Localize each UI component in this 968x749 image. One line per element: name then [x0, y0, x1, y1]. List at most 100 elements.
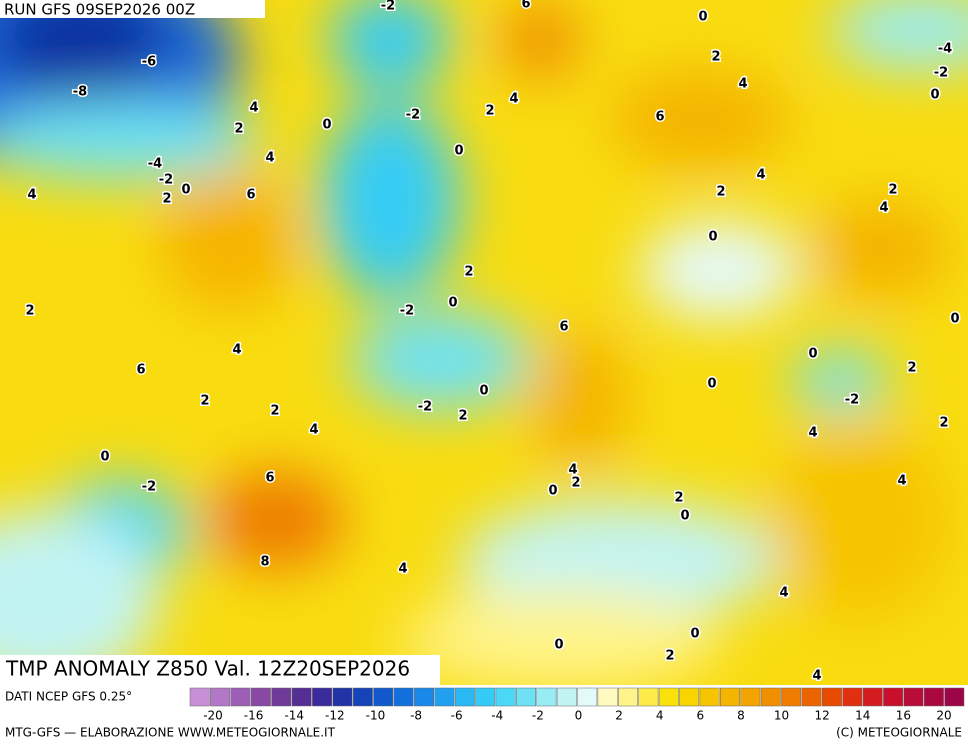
- contour-label: 0: [707, 377, 716, 392]
- colorbar-label: -6: [451, 709, 463, 723]
- colorbar-box: [699, 687, 720, 707]
- colorbar-label: -12: [325, 709, 345, 723]
- colorbar-box: [536, 687, 557, 707]
- colorbar-box: [312, 687, 333, 707]
- colorbar-box: [862, 687, 883, 707]
- colorbar-box: [210, 687, 231, 707]
- contour-label: -2: [142, 480, 156, 495]
- colorbar-label: -20: [203, 709, 223, 723]
- colorbar-box: [475, 687, 496, 707]
- contour-label: 0: [690, 627, 699, 642]
- contour-label: 2: [234, 122, 243, 137]
- colorbar-box: [414, 687, 434, 707]
- colorbar-box: [393, 687, 414, 707]
- colorbar-label: -4: [491, 709, 503, 723]
- contour-label: 2: [939, 416, 948, 431]
- colorbar-box: [597, 687, 618, 707]
- contour-label: -2: [406, 108, 420, 123]
- credit: MTG-GFS — ELABORAZIONE WWW.METEOGIORNALE…: [5, 726, 336, 740]
- contour-label: 2: [716, 185, 725, 200]
- colorbar-box: [903, 687, 924, 707]
- contour-label: 2: [485, 104, 494, 119]
- colorbar-label: 6: [697, 709, 705, 723]
- map-title: TMP ANOMALY Z850 Val. 12Z20SEP2026: [5, 657, 410, 681]
- contour-label: 4: [756, 168, 765, 183]
- contour-label: 0: [322, 118, 331, 133]
- contour-label: 6: [521, 0, 530, 12]
- contour-label: 4: [812, 669, 821, 684]
- contour-label: 0: [454, 144, 463, 159]
- colorbar-box: [495, 687, 516, 707]
- contour-label: -2: [418, 400, 432, 415]
- contour-label: 0: [680, 509, 689, 524]
- colorbar-box: [679, 687, 700, 707]
- colorbar-box: [271, 687, 292, 707]
- colorbar-box: [332, 687, 353, 707]
- colorbar-label: -10: [366, 709, 386, 723]
- colorbar-label: 8: [737, 709, 745, 723]
- contour-label: 6: [246, 188, 255, 203]
- colorbar-label: 10: [774, 709, 789, 723]
- colorbar-label: 12: [815, 709, 830, 723]
- contour-label: 4: [309, 423, 318, 438]
- contour-label: 4: [738, 77, 747, 92]
- colorbar-box: [250, 687, 271, 707]
- contour-label: 0: [930, 88, 939, 103]
- contour-label: 0: [479, 384, 488, 399]
- contour-label: 0: [100, 450, 109, 465]
- contour-label: 4: [897, 474, 906, 489]
- anomaly-field: [0, 0, 968, 685]
- contour-label: -4: [148, 157, 162, 172]
- contour-label: 2: [888, 183, 897, 198]
- contour-label: 2: [270, 404, 279, 419]
- contour-label: 2: [907, 361, 916, 376]
- colorbar-box: [944, 687, 965, 707]
- colorbar-label: 16: [896, 709, 911, 723]
- contour-label: 2: [25, 304, 34, 319]
- contour-label: 2: [464, 265, 473, 280]
- colorbar-box: [923, 687, 944, 707]
- contour-label: 4: [509, 92, 518, 107]
- contour-label: 0: [808, 347, 817, 362]
- colorbar-box: [434, 687, 455, 707]
- header-box: [0, 0, 265, 18]
- colorbar-label: 2: [615, 709, 623, 723]
- contour-label: 0: [950, 312, 959, 327]
- colorbar-box: [556, 687, 577, 707]
- contour-label: -2: [159, 173, 173, 188]
- colorbar-label: 0: [575, 709, 583, 723]
- colorbar-label: -14: [284, 709, 304, 723]
- colorbar-label: 14: [855, 709, 870, 723]
- colorbar-box: [577, 687, 598, 707]
- colorbar-label: -16: [244, 709, 264, 723]
- colorbar-box: [230, 687, 251, 707]
- run-label: RUN GFS 09SEP2026 00Z: [4, 1, 195, 19]
- contour-label: -6: [142, 55, 156, 70]
- contour-label: 4: [27, 188, 36, 203]
- colorbar-box: [760, 687, 781, 707]
- colorbar-box: [454, 687, 475, 707]
- copyright: (C) METEOGIORNALE: [836, 726, 962, 740]
- contour-label: 6: [559, 320, 568, 335]
- contour-label: 6: [655, 110, 664, 125]
- contour-label: 0: [708, 230, 717, 245]
- contour-label: 4: [879, 201, 888, 216]
- contour-label: -2: [381, 0, 395, 14]
- contour-label: 4: [779, 586, 788, 601]
- colorbar-box: [740, 687, 761, 707]
- contour-label: -8: [73, 85, 87, 100]
- colorbar: -20 -16 -14 -12 -10 -8 -6 -4 -2 0 2 4 6 8 10 12 14 16 20: [189, 687, 965, 723]
- colorbar-box: [516, 687, 536, 707]
- colorbar-box: [638, 687, 659, 707]
- colorbar-label: -8: [410, 709, 422, 723]
- colorbar-box: [291, 687, 312, 707]
- contour-label: 2: [711, 50, 720, 65]
- colorbar-label: 20: [936, 709, 951, 723]
- contour-label: 0: [448, 296, 457, 311]
- contour-label: 0: [698, 10, 707, 25]
- contour-label: 0: [554, 638, 563, 653]
- colorbar-box: [373, 687, 394, 707]
- colorbar-box: [883, 687, 904, 707]
- colorbar-label: 4: [656, 709, 664, 723]
